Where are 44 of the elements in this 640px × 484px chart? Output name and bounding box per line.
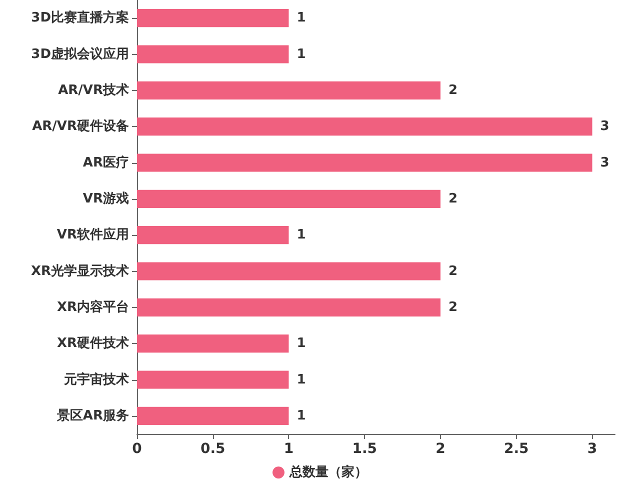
data-label: 1 xyxy=(296,408,306,424)
bar xyxy=(137,262,440,280)
data-label: 2 xyxy=(448,264,458,279)
bar xyxy=(137,370,289,389)
y-tick-label: AR医疗 xyxy=(82,154,129,170)
data-label: 1 xyxy=(296,336,306,352)
y-tick-label: AR/VR技术 xyxy=(58,82,129,98)
bar xyxy=(137,81,440,100)
data-label: 1 xyxy=(296,46,306,62)
bar xyxy=(137,45,289,64)
data-label: 3 xyxy=(600,119,610,134)
x-tick-label: 2.5 xyxy=(504,441,529,457)
x-tick-label: 1 xyxy=(284,441,294,457)
x-tick-label: 0 xyxy=(132,441,142,457)
data-label: 2 xyxy=(448,82,458,98)
bar xyxy=(137,298,440,316)
bar xyxy=(137,9,289,28)
x-tick-label: 1.5 xyxy=(352,441,378,457)
data-label: 1 xyxy=(296,228,306,243)
legend-label: 总数量（家） xyxy=(288,464,368,480)
data-label: 1 xyxy=(296,372,306,388)
y-tick-label: XR内容平台 xyxy=(56,298,129,315)
y-tick-label: 元宇宙技术 xyxy=(63,371,129,388)
y-tick-label: XR光学显示技术 xyxy=(30,264,129,279)
data-label: 1 xyxy=(296,10,306,26)
y-tick-label: XR硬件技术 xyxy=(56,336,129,352)
y-tick-label: 景区AR服务 xyxy=(56,408,129,424)
y-tick-label: VR游戏 xyxy=(82,191,129,206)
data-label: 2 xyxy=(448,300,458,315)
y-tick-label: VR软件应用 xyxy=(56,226,129,243)
bar xyxy=(137,118,592,136)
bar xyxy=(137,406,289,425)
x-tick-label: 2 xyxy=(436,441,446,457)
y-tick-label: 3D比赛直播方案 xyxy=(31,10,129,26)
x-tick-label: 3 xyxy=(587,441,598,457)
bar xyxy=(137,190,440,208)
data-label: 3 xyxy=(600,155,610,170)
bar xyxy=(137,226,289,244)
bar xyxy=(137,334,289,353)
data-label: 2 xyxy=(448,191,458,206)
bar xyxy=(137,154,592,172)
y-tick-label: 3D虚拟会议应用 xyxy=(31,46,129,62)
y-tick-label: AR/VR硬件设备 xyxy=(32,119,129,134)
x-tick-label: 0.5 xyxy=(200,441,226,457)
